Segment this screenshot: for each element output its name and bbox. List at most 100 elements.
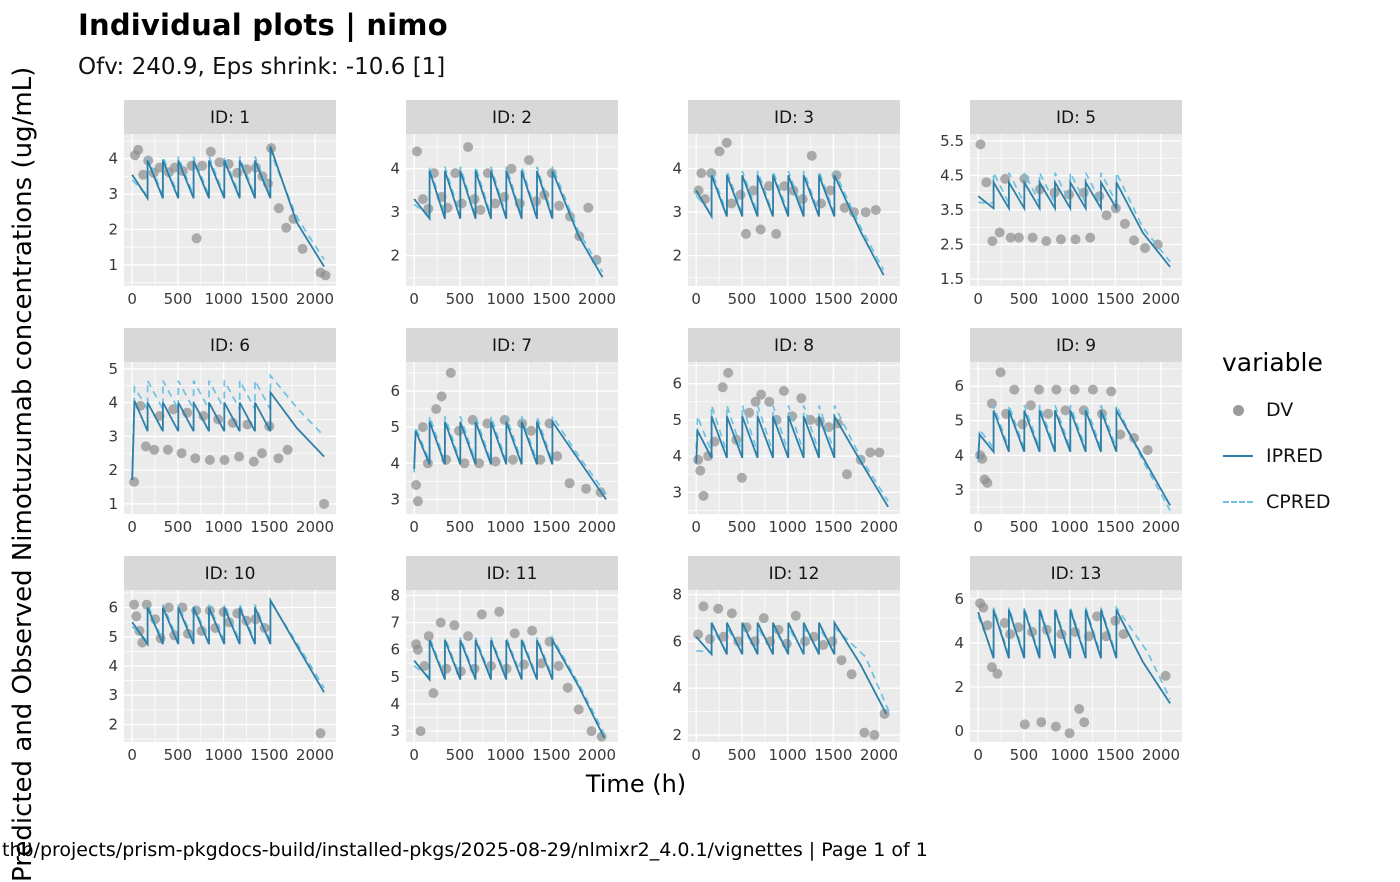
svg-text:5.5: 5.5 [940,132,964,150]
svg-text:5: 5 [108,628,118,646]
svg-text:500: 500 [164,746,193,764]
svg-text:1.5: 1.5 [940,270,964,288]
facet-strip-label: ID: 10 [205,564,256,584]
svg-text:4: 4 [672,160,682,178]
ipred-line [695,174,885,276]
svg-text:0: 0 [954,722,964,740]
facet-grid: ID: 1 0 500 1000 1500 2000 1 2 3 4 ID: 2 0 500 1000 15… [78,100,1194,768]
panel-background [124,362,336,514]
dv-points [693,137,881,239]
svg-text:500: 500 [1010,518,1039,536]
svg-text:6: 6 [672,632,682,650]
ipred-line [131,146,325,268]
svg-text:2.5: 2.5 [940,236,964,254]
cpred-line [131,373,325,477]
legend-key [1222,501,1254,503]
svg-text:3: 3 [672,203,682,221]
svg-text:6: 6 [108,599,118,617]
svg-text:6: 6 [954,377,964,395]
svg-text:0: 0 [691,746,701,764]
legend-dashed-line-icon [1223,501,1253,503]
svg-text:8: 8 [672,586,682,604]
svg-text:1000: 1000 [205,518,243,536]
axis-tick-labels: 0 500 1000 1500 2000 0 2 4 6 [954,590,1180,764]
svg-text:1000: 1000 [769,746,807,764]
gridlines [970,134,1182,286]
facet-strip-label: ID: 3 [774,108,814,128]
plot-area: Individual plots | nimo Ofv: 240.9, Eps … [78,0,1194,798]
svg-text:2: 2 [108,220,118,238]
axis-tick-labels: 0 500 1000 1500 2000 3 4 5 6 7 8 [390,586,616,764]
legend-title: variable [1222,348,1323,377]
svg-text:1500: 1500 [814,518,852,536]
svg-text:4: 4 [108,150,118,168]
svg-text:3: 3 [954,481,964,499]
axis-tick-labels: 0 500 1000 1500 2000 3 4 5 6 [954,377,1180,536]
svg-text:7: 7 [390,614,400,632]
svg-text:2000: 2000 [296,746,334,764]
x-axis-title: Time (h) [585,770,687,798]
legend-entry-dv: DV [1222,399,1331,421]
facet-strip-label: ID: 6 [210,336,250,356]
svg-text:2000: 2000 [578,518,616,536]
axis-tick-labels: 0 500 1000 1500 2000 2 3 4 [672,160,898,308]
svg-text:2000: 2000 [860,290,898,308]
ipred-line [413,636,606,739]
svg-text:1500: 1500 [1096,746,1134,764]
facet-strip [406,100,618,134]
ipred-line [131,596,325,693]
svg-text:4: 4 [672,679,682,697]
svg-text:3: 3 [672,483,682,501]
facet-11: ID: 11 0 500 1000 1500 2000 3 4 5 6 7 8 [390,556,618,764]
svg-text:500: 500 [446,290,475,308]
ipred-line [977,179,1171,268]
panel-background [124,134,336,286]
page-title: Individual plots | nimo [78,8,448,42]
svg-text:500: 500 [446,518,475,536]
facet-12: ID: 12 0 500 1000 1500 2000 2 4 6 8 [672,556,900,764]
facet-1: ID: 1 0 500 1000 1500 2000 1 2 3 4 [108,100,336,308]
svg-text:3.5: 3.5 [940,201,964,219]
svg-text:500: 500 [728,518,757,536]
svg-text:0: 0 [409,746,419,764]
gridlines [688,362,900,514]
legend-point-icon [1232,404,1244,416]
svg-text:2000: 2000 [860,746,898,764]
svg-text:2000: 2000 [860,518,898,536]
svg-text:1000: 1000 [205,290,243,308]
facet-2: ID: 2 0 500 1000 1500 2000 2 3 4 [390,100,618,308]
svg-text:6: 6 [672,375,682,393]
svg-text:0: 0 [973,290,983,308]
svg-text:4: 4 [390,160,400,178]
svg-text:1500: 1500 [250,746,288,764]
cpred-line [131,151,325,260]
svg-text:3: 3 [108,185,118,203]
svg-text:1500: 1500 [250,518,288,536]
svg-text:500: 500 [164,290,193,308]
svg-text:6: 6 [390,382,400,400]
dv-points [411,606,607,742]
svg-text:2: 2 [108,461,118,479]
legend-entry-label: CPRED [1266,491,1331,513]
facet-strip-label: ID: 13 [1051,564,1102,584]
svg-text:2000: 2000 [1142,746,1180,764]
svg-text:1000: 1000 [487,746,525,764]
svg-text:4: 4 [390,695,400,713]
facet-3: ID: 3 0 500 1000 1500 2000 2 3 4 [672,100,900,308]
svg-text:500: 500 [1010,746,1039,764]
svg-text:2000: 2000 [296,290,334,308]
axis-tick-labels: 0 500 1000 1500 2000 1 2 3 4 [108,150,334,308]
svg-text:4: 4 [108,657,118,675]
svg-text:500: 500 [446,746,475,764]
svg-text:2000: 2000 [1142,290,1180,308]
svg-text:6: 6 [390,641,400,659]
legend-key [1222,455,1254,457]
axis-tick-labels: 0 500 1000 1500 2000 1.5 2.5 3.5 4.5 5.5 [940,132,1180,308]
svg-text:4: 4 [954,446,964,464]
facet-13: ID: 13 0 500 1000 1500 2000 0 2 4 6 [954,556,1182,764]
facet-strip [124,100,336,134]
svg-text:2000: 2000 [1142,518,1180,536]
svg-text:1000: 1000 [769,518,807,536]
svg-text:4.5: 4.5 [940,167,964,185]
svg-text:1000: 1000 [487,290,525,308]
